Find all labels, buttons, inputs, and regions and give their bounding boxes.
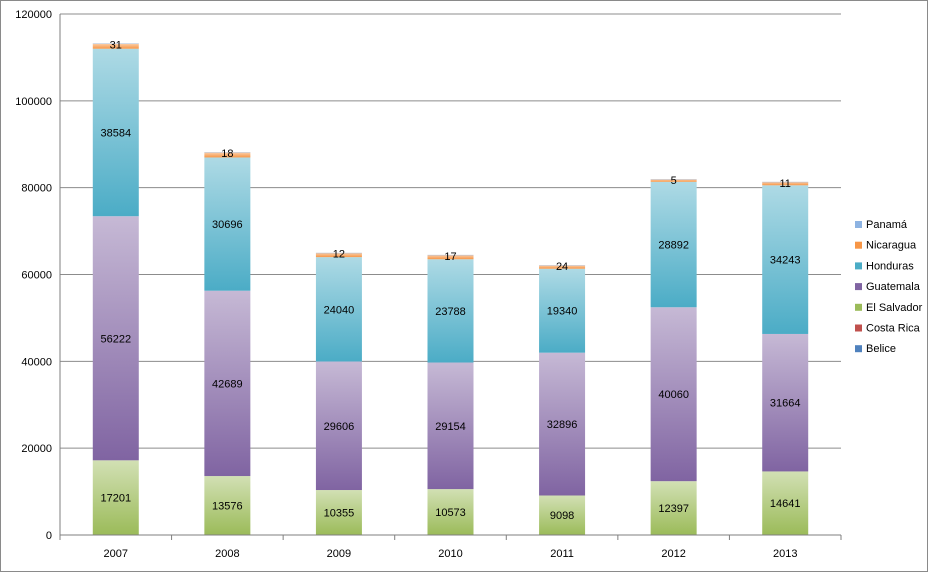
data-label-honduras-2010: 23788 bbox=[435, 306, 466, 318]
x-tick-label-2013: 2013 bbox=[773, 548, 797, 560]
bar-el-salvador-2011 bbox=[539, 495, 586, 535]
legend-swatch-nicaragua bbox=[855, 241, 862, 249]
legend-label-honduras: Honduras bbox=[866, 260, 914, 272]
bar-nicaragua-2012 bbox=[650, 179, 697, 182]
data-label-el-salvador-2008: 13576 bbox=[212, 501, 243, 513]
bar-nicaragua-2011 bbox=[539, 265, 586, 269]
y-tick-label-80000: 80000 bbox=[21, 183, 52, 195]
data-label-honduras-2009: 24040 bbox=[324, 304, 355, 316]
x-tick-label-2012: 2012 bbox=[661, 548, 685, 560]
bar-honduras-2007 bbox=[92, 48, 139, 217]
data-label-panama-2008: 18 bbox=[221, 148, 233, 160]
data-label-honduras-2011: 19340 bbox=[547, 306, 578, 318]
legend-swatch-costa-rica bbox=[855, 324, 862, 332]
data-label-guatemala-2012: 40060 bbox=[658, 389, 689, 401]
legend-swatch-panama bbox=[855, 221, 862, 228]
y-axis-ticks: 0 20000 40000 60000 80000 100000 120000 bbox=[15, 9, 52, 542]
bar-honduras-2011 bbox=[539, 268, 586, 353]
data-label-guatemala-2008: 42689 bbox=[212, 378, 243, 390]
bar-guatemala-2009 bbox=[315, 361, 362, 491]
bar-el-salvador-2007 bbox=[92, 460, 139, 535]
data-label-el-salvador-2011: 9098 bbox=[550, 510, 574, 522]
bar-nicaragua-2008 bbox=[204, 152, 251, 158]
bar-honduras-2010 bbox=[427, 259, 474, 363]
data-label-honduras-2013: 34243 bbox=[770, 255, 801, 267]
bar-guatemala-2007 bbox=[92, 216, 139, 461]
bar-panama-2008 bbox=[204, 152, 251, 153]
bar-el-salvador-2012 bbox=[650, 481, 697, 535]
bar-honduras-2009 bbox=[315, 257, 362, 362]
y-tick-label-0: 0 bbox=[46, 530, 52, 542]
data-label-honduras-2012: 28892 bbox=[658, 240, 689, 252]
data-labels: 17201 56222 38584 31 13576 42689 30696 18 10355 2… bbox=[100, 39, 800, 522]
bar-panama-2009 bbox=[315, 252, 362, 254]
x-tick-label-2007: 2007 bbox=[104, 548, 128, 560]
bar-el-salvador-2009 bbox=[315, 490, 362, 535]
data-label-el-salvador-2010: 10573 bbox=[435, 507, 466, 519]
axes bbox=[59, 14, 842, 540]
y-tick-label-20000: 20000 bbox=[21, 443, 52, 455]
bar-panama-2012 bbox=[650, 179, 697, 180]
data-label-panama-2010: 17 bbox=[444, 251, 456, 263]
data-label-guatemala-2010: 29154 bbox=[435, 421, 466, 433]
x-axis-ticks: 2007 2008 2009 2010 2011 2012 2013 bbox=[104, 548, 798, 560]
bar-honduras-2013 bbox=[762, 185, 809, 334]
legend-label-nicaragua: Nicaragua bbox=[866, 240, 917, 252]
data-label-panama-2013: 11 bbox=[780, 178, 791, 190]
bar-panama-2011 bbox=[539, 265, 586, 266]
data-label-panama-2007: 31 bbox=[110, 39, 122, 51]
data-label-panama-2012: 5 bbox=[671, 175, 677, 187]
legend-swatch-honduras bbox=[855, 262, 862, 270]
legend-label-guatemala: Guatemala bbox=[866, 281, 921, 293]
bar-guatemala-2013 bbox=[762, 333, 809, 472]
bar-nicaragua-2009 bbox=[315, 252, 362, 258]
bar-nicaragua-2010 bbox=[427, 254, 474, 260]
legend-swatch-guatemala bbox=[855, 283, 862, 291]
bar-guatemala-2010 bbox=[427, 362, 474, 490]
data-label-panama-2011: 24 bbox=[556, 261, 568, 273]
data-label-el-salvador-2009: 10355 bbox=[324, 508, 355, 520]
legend-label-panama: Panamá bbox=[866, 219, 908, 231]
legend-label-costa-rica: Costa Rica bbox=[866, 323, 921, 335]
bar-guatemala-2008 bbox=[204, 290, 251, 477]
bar-honduras-2012 bbox=[650, 181, 697, 308]
data-label-guatemala-2013: 31664 bbox=[770, 398, 801, 410]
bar-nicaragua-2013 bbox=[762, 181, 809, 186]
data-label-honduras-2008: 30696 bbox=[212, 219, 243, 231]
x-tick-label-2008: 2008 bbox=[215, 548, 239, 560]
bar-guatemala-2012 bbox=[650, 307, 697, 482]
bar-el-salvador-2013 bbox=[762, 471, 809, 535]
legend-label-belice: Belice bbox=[866, 343, 896, 355]
data-label-guatemala-2007: 56222 bbox=[100, 333, 131, 345]
bar-nicaragua-2007 bbox=[92, 43, 139, 49]
bars bbox=[92, 43, 809, 535]
data-label-el-salvador-2012: 12397 bbox=[658, 503, 689, 515]
bar-el-salvador-2008 bbox=[204, 476, 251, 535]
y-tick-label-60000: 60000 bbox=[21, 270, 52, 282]
y-tick-label-100000: 100000 bbox=[15, 96, 52, 108]
bar-el-salvador-2010 bbox=[427, 489, 474, 535]
data-label-guatemala-2009: 29606 bbox=[324, 421, 355, 433]
data-label-guatemala-2011: 32896 bbox=[547, 419, 578, 431]
y-tick-label-40000: 40000 bbox=[21, 356, 52, 368]
data-label-honduras-2007: 38584 bbox=[100, 127, 131, 139]
legend-label-el-salvador: El Salvador bbox=[866, 302, 923, 314]
legend-swatch-belice bbox=[855, 345, 862, 353]
bar-panama-2007 bbox=[92, 43, 139, 44]
x-tick-label-2009: 2009 bbox=[327, 548, 351, 560]
legend-swatch-el-salvador bbox=[855, 303, 862, 311]
legend: Panamá Nicaragua Honduras Guatemala El Salva… bbox=[855, 219, 923, 355]
bar-panama-2010 bbox=[427, 254, 474, 256]
bar-panama-2013 bbox=[762, 181, 809, 183]
y-tick-label-120000: 120000 bbox=[15, 9, 52, 21]
bar-guatemala-2011 bbox=[539, 352, 586, 496]
data-label-el-salvador-2013: 14641 bbox=[770, 498, 801, 510]
x-tick-label-2011: 2011 bbox=[550, 548, 574, 560]
x-tick-label-2010: 2010 bbox=[438, 548, 462, 560]
data-label-panama-2009: 12 bbox=[333, 249, 345, 261]
data-label-el-salvador-2007: 17201 bbox=[100, 493, 131, 505]
bar-honduras-2008 bbox=[204, 157, 251, 291]
